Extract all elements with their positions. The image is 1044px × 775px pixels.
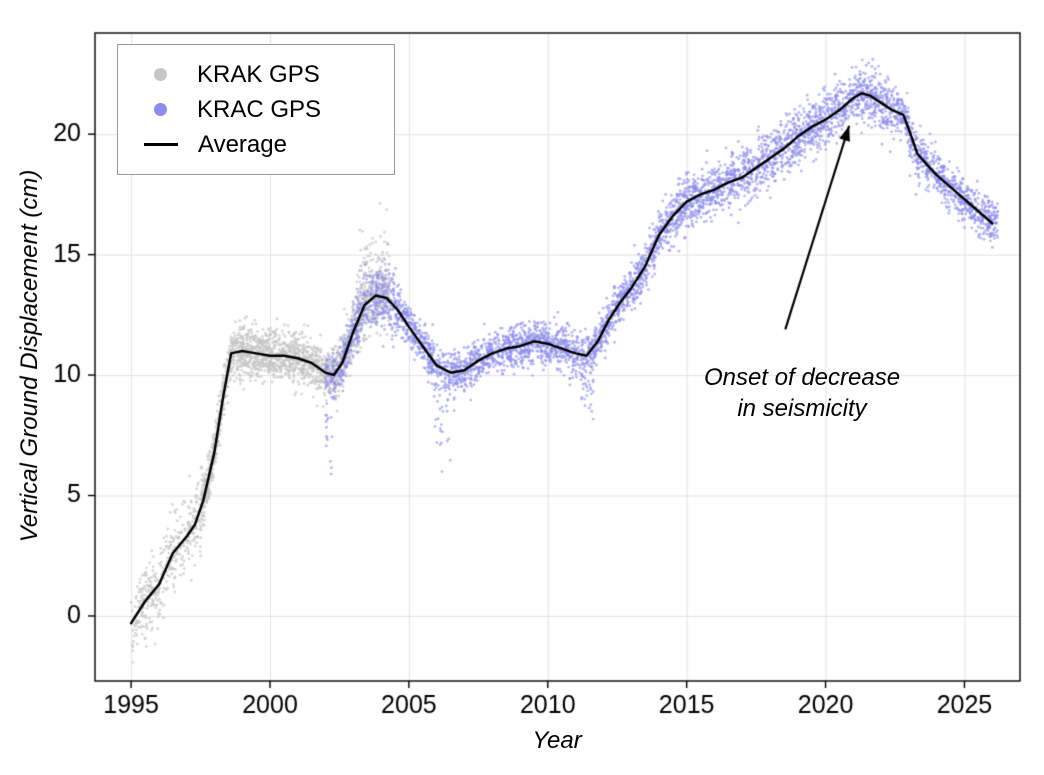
legend-label-krac: KRAC GPS: [197, 95, 322, 123]
annotation-line2: in seismicity: [737, 395, 867, 422]
krac-scatter-marker-icon: [154, 103, 167, 116]
legend-label-krak: KRAK GPS: [197, 60, 320, 88]
legend-item-average: Average: [144, 127, 376, 162]
average-line-marker-icon: [144, 143, 178, 146]
legend-item-krak: KRAK GPS: [144, 57, 376, 92]
legend-item-krac: KRAC GPS: [144, 92, 376, 127]
annotation-line1: Onset of decrease: [703, 364, 901, 391]
krak-scatter-marker-icon: [154, 68, 167, 81]
y-axis-label: Vertical Ground Displacement (cm): [16, 169, 43, 543]
legend-label-average: Average: [198, 130, 287, 158]
annotation-text: Onset of decrease in seismicity: [642, 362, 962, 424]
legend: KRAK GPS KRAC GPS Average: [117, 44, 395, 175]
x-axis-label: Year: [532, 727, 582, 754]
